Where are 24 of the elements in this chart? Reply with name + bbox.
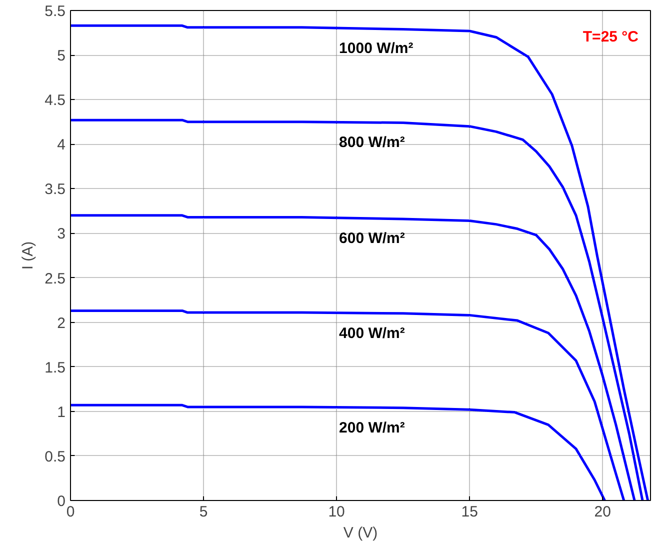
- x-tick-label: 15: [461, 504, 478, 520]
- x-tick-label: 10: [328, 504, 345, 520]
- series-label: 1000 W/m²: [339, 40, 414, 58]
- y-tick-label: 5: [57, 48, 66, 65]
- y-tick-label: 0: [57, 493, 66, 510]
- y-tick-label: 1: [57, 404, 66, 421]
- annotation: T=25 °C: [582, 28, 639, 46]
- x-tick-label: 20: [594, 504, 611, 520]
- y-tick-label: 2: [57, 314, 66, 332]
- series-label: 800 W/m²: [339, 134, 405, 152]
- y-tick-label: 3: [57, 226, 66, 243]
- series-label: 400 W/m²: [339, 324, 405, 342]
- x-axis-title: V (V): [343, 524, 378, 542]
- y-tick-label: 0.5: [44, 448, 66, 466]
- y-tick-label: 4: [57, 136, 66, 154]
- series-label: 200 W/m²: [339, 419, 405, 436]
- series-label: 600 W/m²: [339, 230, 405, 247]
- y-tick-label: 2.5: [44, 270, 66, 288]
- y-tick-label: 1.5: [44, 359, 66, 376]
- y-tick-label: 4.5: [44, 92, 66, 110]
- x-tick-label: 5: [199, 504, 208, 520]
- y-tick-label: 5.5: [44, 3, 66, 20]
- y-tick-label: 3.5: [44, 181, 66, 198]
- y-axis-title: I (A): [20, 241, 37, 270]
